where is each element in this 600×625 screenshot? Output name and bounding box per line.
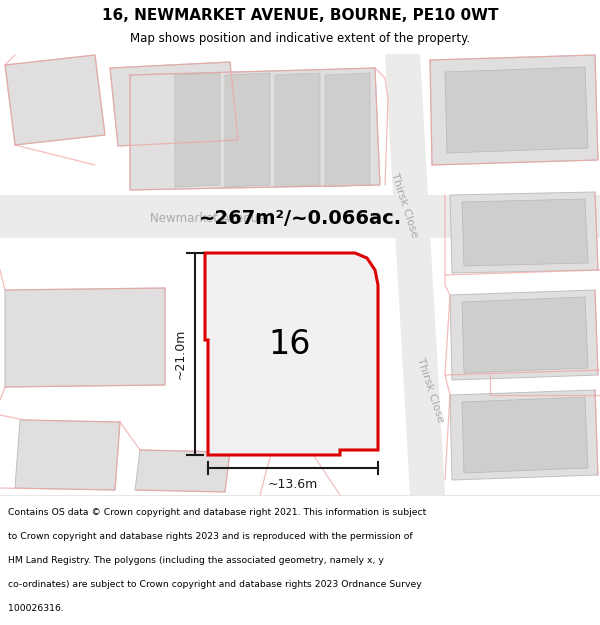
Text: ~13.6m: ~13.6m (268, 478, 318, 491)
Text: Contains OS data © Crown copyright and database right 2021. This information is : Contains OS data © Crown copyright and d… (8, 508, 426, 517)
Text: co-ordinates) are subject to Crown copyright and database rights 2023 Ordnance S: co-ordinates) are subject to Crown copyr… (8, 580, 422, 589)
Polygon shape (5, 288, 165, 387)
Text: 16, NEWMARKET AVENUE, BOURNE, PE10 0WT: 16, NEWMARKET AVENUE, BOURNE, PE10 0WT (102, 8, 498, 22)
Polygon shape (462, 397, 588, 473)
Text: Thirsk Close: Thirsk Close (415, 356, 445, 424)
Polygon shape (325, 73, 370, 187)
Polygon shape (450, 290, 598, 380)
Polygon shape (135, 450, 230, 492)
Text: to Crown copyright and database rights 2023 and is reproduced with the permissio: to Crown copyright and database rights 2… (8, 532, 413, 541)
Text: 16: 16 (269, 329, 311, 361)
Polygon shape (462, 297, 588, 373)
Text: HM Land Registry. The polygons (including the associated geometry, namely x, y: HM Land Registry. The polygons (includin… (8, 556, 384, 565)
Text: Map shows position and indicative extent of the property.: Map shows position and indicative extent… (130, 32, 470, 46)
Polygon shape (110, 62, 238, 146)
Polygon shape (450, 390, 598, 480)
Text: Thirsk Close: Thirsk Close (389, 171, 419, 239)
Polygon shape (462, 199, 588, 266)
Polygon shape (225, 73, 270, 187)
Polygon shape (430, 55, 598, 165)
Polygon shape (5, 55, 105, 145)
Polygon shape (15, 420, 120, 490)
Polygon shape (0, 195, 600, 238)
Polygon shape (175, 73, 220, 187)
Polygon shape (275, 73, 320, 187)
Polygon shape (385, 54, 445, 495)
Polygon shape (205, 253, 378, 455)
Text: ~21.0m: ~21.0m (174, 329, 187, 379)
Polygon shape (130, 68, 380, 190)
Polygon shape (450, 192, 598, 273)
Polygon shape (445, 67, 588, 153)
Text: 100026316.: 100026316. (8, 604, 64, 613)
Text: Newmarket Avenue: Newmarket Avenue (150, 211, 265, 224)
Text: ~267m²/~0.066ac.: ~267m²/~0.066ac. (199, 209, 401, 227)
